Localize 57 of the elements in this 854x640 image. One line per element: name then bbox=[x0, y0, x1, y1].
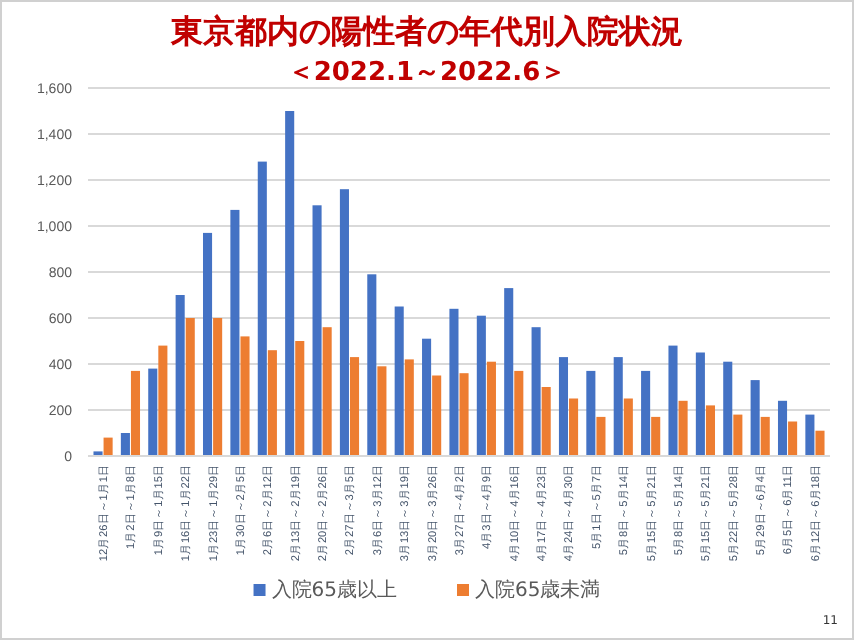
bar bbox=[569, 398, 579, 456]
bar bbox=[695, 352, 705, 456]
bar bbox=[678, 400, 688, 456]
bar bbox=[103, 437, 113, 456]
bar bbox=[777, 400, 788, 456]
bar bbox=[504, 288, 514, 456]
bar bbox=[541, 387, 551, 456]
bar bbox=[339, 189, 349, 456]
bar bbox=[322, 327, 332, 456]
bar bbox=[805, 414, 815, 456]
bar bbox=[312, 205, 322, 456]
bar bbox=[651, 416, 661, 456]
bar bbox=[394, 306, 404, 456]
bar bbox=[558, 357, 569, 456]
bar bbox=[257, 161, 267, 456]
bar bbox=[750, 380, 760, 456]
bar bbox=[377, 366, 387, 456]
bar bbox=[130, 370, 141, 456]
bar bbox=[295, 341, 305, 456]
bar bbox=[213, 318, 223, 456]
bar bbox=[705, 405, 715, 456]
bar bbox=[668, 345, 678, 456]
bar bbox=[459, 373, 469, 456]
bar bbox=[267, 350, 277, 456]
bar bbox=[596, 416, 606, 456]
bar bbox=[120, 433, 130, 456]
bar bbox=[641, 370, 651, 456]
bar bbox=[240, 336, 250, 456]
bar bbox=[514, 370, 524, 456]
bar bbox=[285, 111, 295, 456]
bar bbox=[531, 327, 541, 456]
bar bbox=[404, 359, 414, 456]
bar bbox=[175, 295, 185, 456]
bar bbox=[586, 370, 596, 456]
bar bbox=[613, 357, 623, 456]
bar bbox=[723, 361, 733, 456]
legend-label: 入院65歳以上 bbox=[271, 578, 397, 602]
bar bbox=[349, 357, 360, 456]
bar bbox=[486, 361, 496, 456]
bar bbox=[432, 375, 442, 456]
bar bbox=[760, 416, 770, 456]
bar bbox=[230, 209, 240, 456]
chart-subtitle: ＜2022.1～2022.6＞ bbox=[287, 58, 567, 88]
bar bbox=[815, 430, 825, 456]
bar bbox=[733, 414, 743, 456]
bar bbox=[203, 232, 213, 456]
bar bbox=[367, 274, 377, 456]
bar bbox=[148, 368, 158, 456]
bar bbox=[788, 421, 798, 456]
bar bbox=[185, 318, 195, 456]
chart-title: 東京都内の陽性者の年代別入院状況 bbox=[169, 12, 683, 50]
bar bbox=[476, 315, 486, 456]
bar bbox=[158, 345, 168, 456]
bar bbox=[623, 398, 633, 456]
legend-label: 入院65歳未満 bbox=[475, 578, 601, 602]
bar bbox=[449, 308, 459, 456]
bar bbox=[422, 338, 432, 456]
